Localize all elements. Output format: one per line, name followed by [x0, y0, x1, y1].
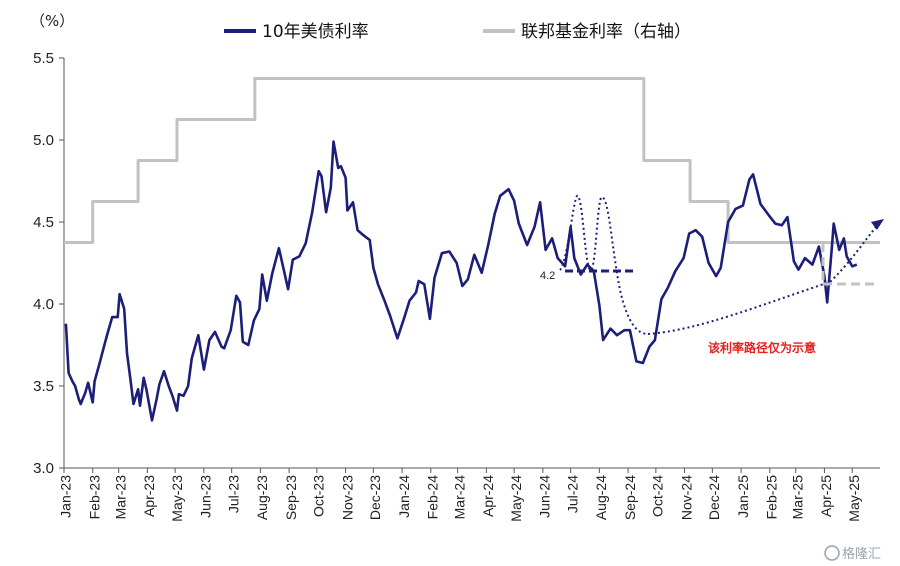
illustrative-rising-path [647, 221, 881, 335]
y-tick-label: 3.5 [33, 378, 54, 395]
y-axis-unit-label: （%） [30, 12, 74, 30]
y-tick-label: 5.0 [33, 132, 54, 149]
y-tick-label: 5.5 [33, 50, 54, 67]
x-tick-label: Sep-23 [283, 475, 299, 520]
x-tick-label: May-25 [846, 475, 862, 522]
illustrative-oscillation-path [559, 194, 649, 335]
watermark-logo-icon [824, 545, 840, 561]
x-tick-label: Jan-23 [58, 475, 74, 518]
x-tick-label: Mar-23 [112, 475, 128, 520]
x-tick-label: Jun-24 [537, 475, 553, 518]
x-tick-label: Apr-25 [818, 475, 834, 517]
x-tick-label: Dec-23 [367, 475, 383, 520]
arrowhead [871, 219, 884, 230]
y-axis: 3.0 3.5 4.0 4.5 5.0 5.5 [33, 50, 65, 477]
watermark: 格隆汇 [824, 545, 881, 562]
series-fed-funds-line [64, 77, 880, 244]
x-tick-label: Jan-24 [396, 475, 412, 518]
x-tick-label: Feb-23 [86, 475, 102, 520]
watermark-text: 格隆汇 [842, 546, 881, 562]
x-tick-label: Feb-25 [763, 475, 779, 520]
x-tick-label: Oct-24 [650, 475, 666, 517]
illustrative-path-group: 4.2 该利率路径仅为示意 [540, 194, 884, 355]
y-tick-label: 4.0 [33, 296, 54, 313]
x-tick-label: Mar-24 [451, 475, 467, 520]
level-4.2-label: 4.2 [540, 270, 555, 282]
x-tick-label: May-24 [508, 475, 524, 522]
x-tick-label: Feb-24 [424, 475, 440, 520]
legend-label-treasury: 10年美债利率 [262, 22, 369, 42]
plot-area [64, 77, 880, 422]
x-tick-label: Aug-24 [593, 475, 609, 520]
illustrative-note: 该利率路径仅为示意 [708, 340, 816, 355]
x-tick-label: Jul-23 [225, 475, 241, 513]
legend-label-fed-funds: 联邦基金利率（右轴） [521, 22, 691, 42]
x-tick-label: Aug-23 [254, 475, 270, 520]
x-tick-label: Nov-24 [678, 475, 694, 520]
x-tick-label: Nov-23 [339, 475, 355, 520]
x-tick-label: May-23 [169, 475, 185, 522]
x-tick-label: Jun-23 [198, 475, 214, 518]
y-tick-label: 3.0 [33, 460, 54, 477]
x-tick-label: Sep-24 [622, 475, 638, 520]
x-tick-label: Jul-24 [564, 475, 580, 513]
x-tick-label: Dec-24 [706, 475, 722, 520]
x-tick-label: Apr-24 [480, 475, 496, 517]
series-treasury-10y-line [64, 140, 858, 422]
x-tick-label: Oct-23 [311, 475, 327, 517]
x-tick-label: Jan-25 [735, 475, 751, 518]
y-tick-label: 4.5 [33, 214, 54, 231]
x-tick-label: Apr-23 [141, 475, 157, 517]
x-tick-label: Mar-25 [789, 475, 805, 520]
x-axis: Jan-23 Feb-23 Mar-23 Apr-23 May-23 Jun-23 Jul-… [58, 467, 880, 522]
